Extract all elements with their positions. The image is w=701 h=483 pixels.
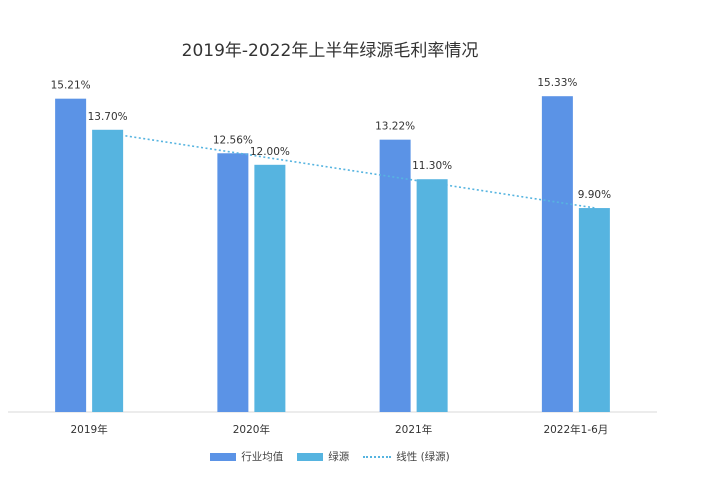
trendline-lvyuan: [107, 132, 595, 209]
chart-title: 2019年-2022年上半年绿源毛利率情况: [181, 41, 479, 61]
data-label: 15.33%: [537, 77, 577, 89]
data-label: 15.21%: [51, 80, 91, 92]
data-label: 11.30%: [412, 160, 452, 172]
bar-industry-avg: [217, 153, 249, 413]
data-label: 13.70%: [88, 111, 128, 123]
x-tick-label: 2022年1-6月: [543, 423, 608, 436]
legend-label-trendline: 线性 (绿源): [396, 451, 450, 463]
legend-item-trendline: 线性 (绿源): [363, 449, 450, 464]
bar-lvyuan: [254, 164, 286, 412]
legend-item-industry-avg: 行业均值: [210, 449, 283, 464]
bar-industry-avg: [541, 96, 573, 413]
legend-swatch-trendline: [363, 455, 392, 458]
x-tick-label: 2020年: [233, 423, 270, 436]
data-label: 12.56%: [213, 134, 253, 146]
legend-swatch-industry-avg: [210, 452, 237, 461]
data-label: 12.00%: [250, 146, 290, 158]
bar-industry-avg: [55, 98, 87, 412]
legend-swatch-lvyuan: [297, 452, 324, 461]
data-label: 13.22%: [375, 121, 415, 133]
legend-label-industry-avg: 行业均值: [241, 451, 284, 463]
bar-industry-avg: [379, 139, 411, 412]
legend-label-lvyuan: 绿源: [328, 451, 350, 463]
x-tick-label: 2021年: [395, 423, 432, 436]
chart-legend: 行业均值 绿源 线性 (绿源): [0, 449, 660, 464]
bar-lvyuan: [416, 179, 448, 412]
legend-item-lvyuan: 绿源: [297, 449, 349, 464]
x-tick-label: 2019年: [71, 423, 108, 436]
bar-lvyuan: [92, 129, 124, 412]
data-label: 9.90%: [578, 189, 611, 201]
bar-lvyuan: [578, 208, 610, 412]
